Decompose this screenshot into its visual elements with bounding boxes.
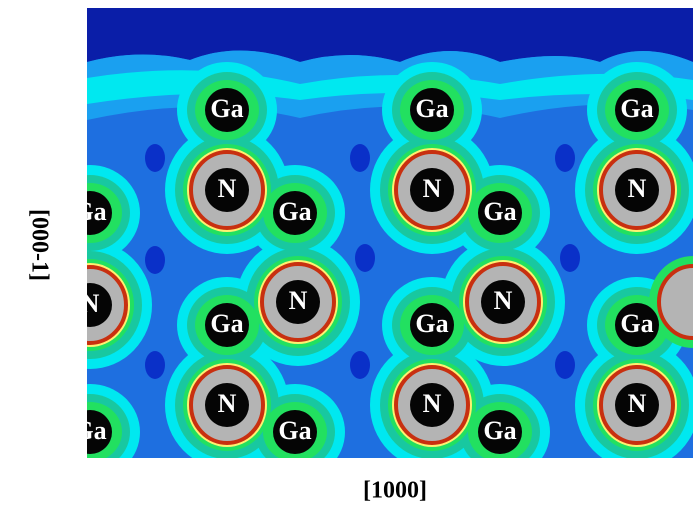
density-map: Ga Ga Ga N N N Ga Ga Ga N N N Ga Ga Ga N N N Ga Ga Ga: [28, 8, 693, 480]
atom-label: N: [289, 286, 308, 315]
atom-label: Ga: [415, 94, 448, 123]
density-pocket: [355, 244, 375, 272]
atom-label: Ga: [483, 416, 516, 445]
atom-label: N: [628, 174, 647, 203]
atom-label: Ga: [73, 197, 106, 226]
atom-label: Ga: [483, 197, 516, 226]
density-pocket: [350, 351, 370, 379]
atom-label: Ga: [210, 309, 243, 338]
vacuum-band: [87, 8, 693, 62]
density-pocket: [145, 144, 165, 172]
atom-label: Ga: [210, 94, 243, 123]
atom-label: Ga: [415, 309, 448, 338]
atom-label: Ga: [278, 416, 311, 445]
density-pocket: [145, 351, 165, 379]
atom-label: Ga: [73, 416, 106, 445]
atom-label: N: [218, 174, 237, 203]
density-pocket: [555, 351, 575, 379]
atom-label: N: [423, 174, 442, 203]
y-axis-label: [000-1]: [26, 209, 52, 281]
atom-label: N: [423, 389, 442, 418]
x-axis-label: [1000]: [363, 478, 427, 504]
figure: Ga Ga Ga N N N Ga Ga Ga N N N Ga Ga Ga N N N Ga Ga Ga [1000]…: [0, 0, 693, 511]
atom-label: Ga: [620, 309, 653, 338]
atom-label: N: [628, 389, 647, 418]
density-pocket: [555, 144, 575, 172]
atom-label: N: [494, 286, 513, 315]
density-pocket: [145, 246, 165, 274]
atom-label: N: [81, 289, 100, 318]
density-pocket: [560, 244, 580, 272]
atom-label: Ga: [620, 94, 653, 123]
atom-label: N: [218, 389, 237, 418]
density-pocket: [350, 144, 370, 172]
atom-label: Ga: [278, 197, 311, 226]
